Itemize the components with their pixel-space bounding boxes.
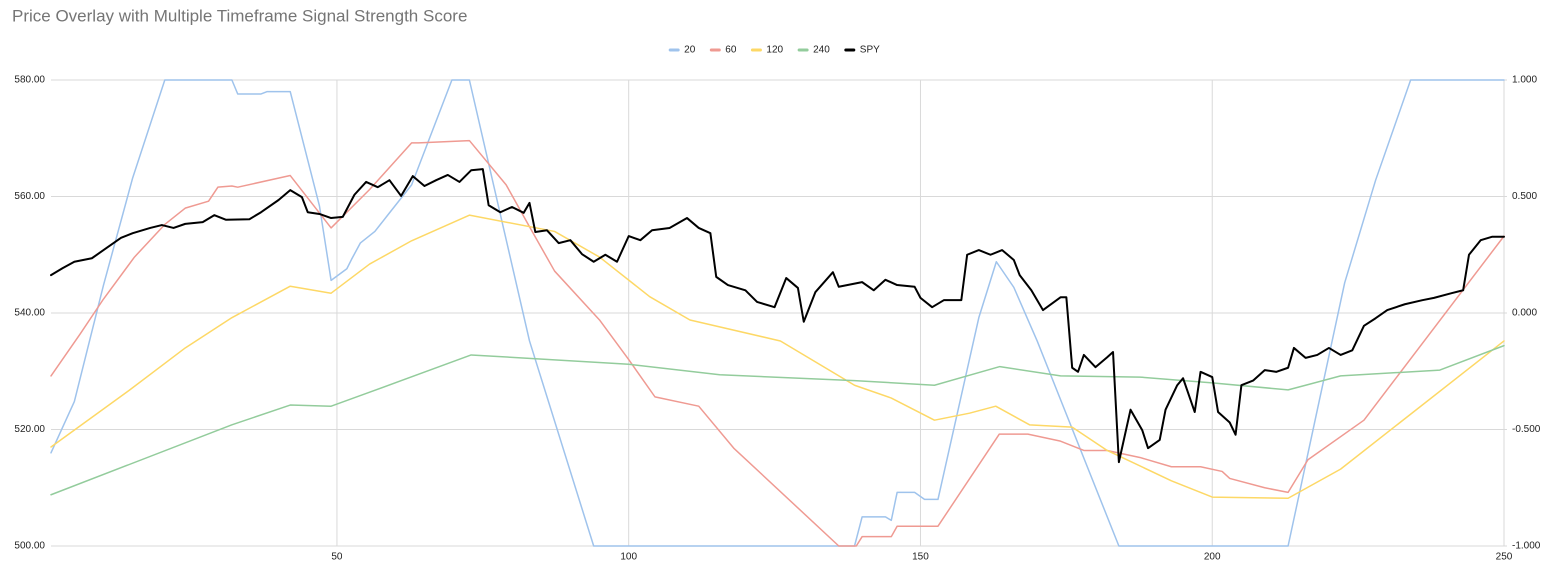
series-line bbox=[50, 79, 1505, 547]
series-line bbox=[50, 344, 1505, 496]
x-tick-label: 200 bbox=[1204, 552, 1221, 563]
y2-tick-label: -1.000 bbox=[1512, 541, 1541, 552]
x-tick-label: 100 bbox=[620, 552, 637, 563]
x-tick-label: 250 bbox=[1496, 552, 1513, 563]
legend-item: 120 bbox=[750, 45, 784, 56]
legend-label: 60 bbox=[725, 45, 737, 56]
x-tick-label: 50 bbox=[331, 552, 343, 563]
legend-item: SPY bbox=[844, 45, 880, 56]
y-tick-label: 560.00 bbox=[14, 191, 45, 202]
y2-tick-label: 0.000 bbox=[1512, 308, 1537, 319]
y-tick-label: 520.00 bbox=[14, 424, 45, 435]
y-tick-label: 540.00 bbox=[14, 308, 45, 319]
series-line bbox=[50, 214, 1505, 499]
legend-item: 20 bbox=[668, 45, 696, 56]
legend-label: 240 bbox=[813, 45, 830, 56]
legend-label: 20 bbox=[684, 45, 696, 56]
legend-label: SPY bbox=[860, 45, 880, 56]
y2-tick-label: 1.000 bbox=[1512, 75, 1537, 86]
y-tick-label: 500.00 bbox=[14, 541, 45, 552]
x-tick-label: 150 bbox=[912, 552, 929, 563]
series-line bbox=[50, 168, 1505, 464]
series-line bbox=[50, 139, 1505, 547]
y2-tick-label: 0.500 bbox=[1512, 191, 1537, 202]
y2-tick-label: -0.500 bbox=[1512, 424, 1541, 435]
chart-title: Price Overlay with Multiple Timeframe Si… bbox=[12, 6, 467, 25]
legend-item: 60 bbox=[709, 45, 737, 56]
legend-label: 120 bbox=[766, 45, 783, 56]
legend-item: 240 bbox=[797, 45, 830, 56]
y-tick-label: 580.00 bbox=[14, 75, 45, 86]
